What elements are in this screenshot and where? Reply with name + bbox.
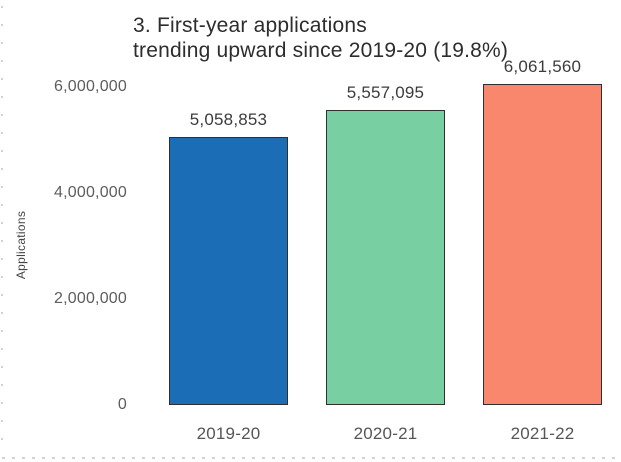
x-tick-label-2019-20: 2019-20 (196, 424, 261, 443)
left-dotted-edge (1, 6, 3, 442)
bar-2021-22 (483, 83, 602, 405)
x-tick-label-2020-21: 2020-21 (353, 424, 418, 443)
chart-title-line1: 3. First-year applications (133, 14, 367, 37)
bar-2019-20 (169, 136, 288, 405)
bottom-dotted-edge (2, 457, 619, 459)
bar-value-label-2020-21: 5,557,095 (346, 83, 425, 103)
y-tick-label-4000000: 4,000,000 (54, 184, 127, 201)
bar-value-label-2021-22: 6,061,560 (503, 56, 582, 76)
bar-value-label-2019-20: 5,058,853 (189, 109, 268, 129)
x-tick-label-2021-22: 2021-22 (510, 424, 575, 443)
chart-title-line2: trending upward since 2019-20 (19.8%) (133, 39, 509, 62)
bar-2020-21 (326, 110, 445, 405)
y-axis-label: Applications (14, 210, 28, 280)
y-tick-label-0: 0 (117, 396, 127, 413)
y-tick-label-6000000: 6,000,000 (54, 78, 127, 95)
y-tick-label-2000000: 2,000,000 (54, 290, 127, 307)
chart-title: 3. First-year applications trending upwa… (133, 13, 508, 63)
